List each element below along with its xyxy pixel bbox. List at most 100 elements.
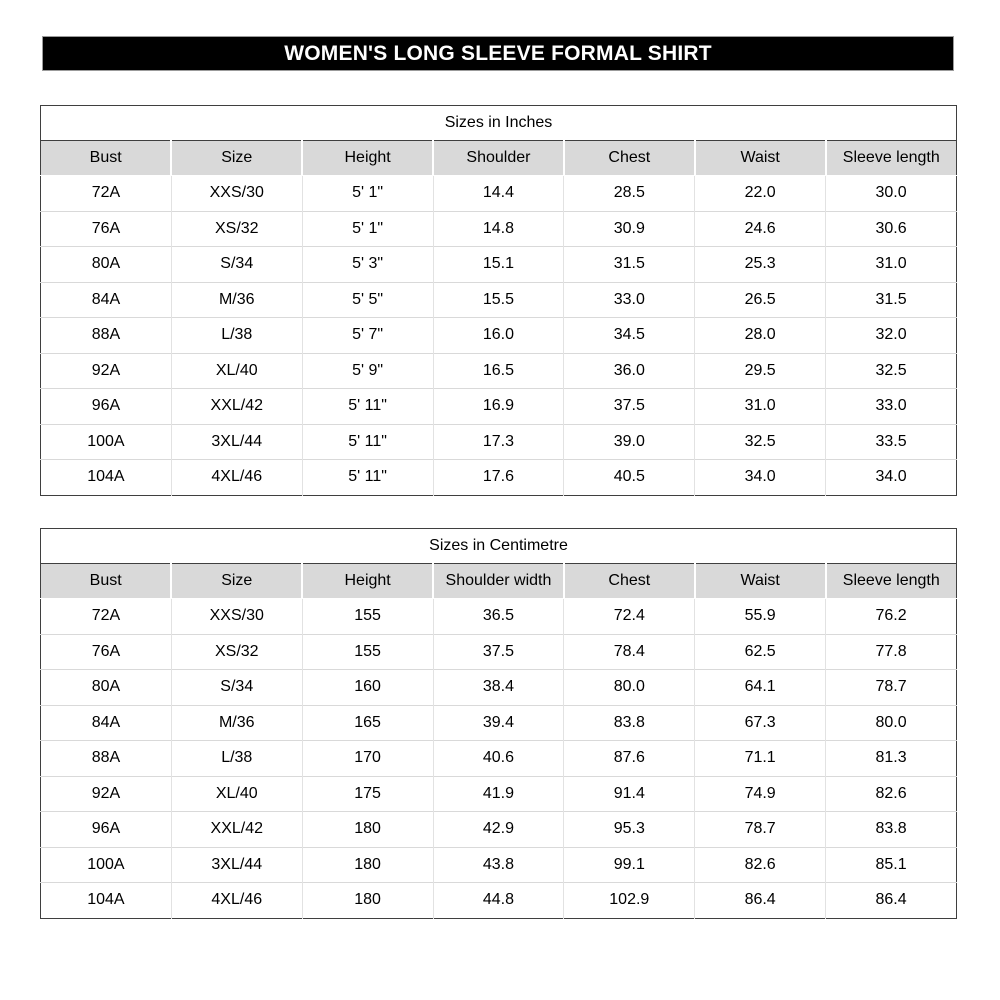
table-cell: 83.8 xyxy=(563,704,695,741)
table-cell: 62.5 xyxy=(694,633,826,670)
table-cell: 34.5 xyxy=(563,317,695,353)
table-cell: 88A xyxy=(40,740,172,776)
table-cell: 31.5 xyxy=(825,281,957,318)
table-cell: 72A xyxy=(40,175,172,211)
table-cell: XS/32 xyxy=(170,210,303,247)
column-header: Waist xyxy=(693,140,826,176)
table-cell: M/36 xyxy=(170,704,303,741)
table-row: 104A 4XL/46 180 44.8 102.9 86.4 86.4 xyxy=(40,882,957,918)
table-cell: 74.9 xyxy=(694,775,826,812)
table-cell: 34.0 xyxy=(694,459,826,495)
table-cell: 72.4 xyxy=(563,598,695,634)
table-cell: 86.4 xyxy=(694,882,826,918)
table-cell: 100A xyxy=(40,423,172,460)
table-cell: 88A xyxy=(40,317,172,353)
table-cell: XXL/42 xyxy=(170,811,303,847)
table-cell: 30.9 xyxy=(563,210,695,247)
column-header: Size xyxy=(170,140,303,176)
table-cell: 5' 7" xyxy=(301,317,434,353)
table-cell: 26.5 xyxy=(694,281,826,318)
table-cell: 96A xyxy=(40,388,172,424)
table-cell: 5' 9" xyxy=(301,352,434,389)
table-cell: 29.5 xyxy=(694,352,826,389)
table-cell: 77.8 xyxy=(825,633,957,670)
column-header: Sleeve length xyxy=(824,563,957,599)
table-cell: 84A xyxy=(40,704,172,741)
table-title: Sizes in Centimetre xyxy=(40,528,957,564)
table-cell: 92A xyxy=(40,352,172,389)
table-cell: 28.0 xyxy=(694,317,826,353)
table-cell: 72A xyxy=(40,598,172,634)
column-header: Chest xyxy=(562,140,695,176)
table-cell: XS/32 xyxy=(170,633,303,670)
table-row: 72A XXS/30 155 36.5 72.4 55.9 76.2 xyxy=(40,598,957,634)
table-cell: 80A xyxy=(40,669,172,705)
table-cell: 5' 5" xyxy=(301,281,434,318)
table-cell: 36.0 xyxy=(563,352,695,389)
table-cell: 39.4 xyxy=(432,704,564,741)
column-header: Sleeve length xyxy=(824,140,957,176)
table-cell: 30.6 xyxy=(825,210,957,247)
table-cell: 41.9 xyxy=(432,775,564,812)
table-cell: 76A xyxy=(40,633,172,670)
table-cell: 4XL/46 xyxy=(170,459,303,495)
table-cell: 40.6 xyxy=(432,740,564,776)
column-header: Bust xyxy=(40,140,172,176)
table-cell: 170 xyxy=(301,740,434,776)
table-cell: 32.5 xyxy=(825,352,957,389)
table-cell: 14.4 xyxy=(432,175,564,211)
table-row: 88A L/38 170 40.6 87.6 71.1 81.3 xyxy=(40,740,957,776)
table-cell: 31.0 xyxy=(694,388,826,424)
table-cell: 42.9 xyxy=(432,811,564,847)
table-row: 72A XXS/30 5' 1" 14.4 28.5 22.0 30.0 xyxy=(40,175,957,211)
table-cell: 16.5 xyxy=(432,352,564,389)
table-cell: 155 xyxy=(301,633,434,670)
table-cell: 25.3 xyxy=(694,246,826,282)
table-cell: 80.0 xyxy=(825,704,957,741)
table-cell: 43.8 xyxy=(432,846,564,883)
table-cell: 160 xyxy=(301,669,434,705)
table-cell: 81.3 xyxy=(825,740,957,776)
table-cell: 5' 11" xyxy=(301,423,434,460)
table-cell: 99.1 xyxy=(563,846,695,883)
table-cell: 82.6 xyxy=(825,775,957,812)
table-cell: 78.7 xyxy=(694,811,826,847)
table-cell: 34.0 xyxy=(825,459,957,495)
table-cell: 17.6 xyxy=(432,459,564,495)
table-cell: 83.8 xyxy=(825,811,957,847)
table-cell: 102.9 xyxy=(563,882,695,918)
table-cell: 180 xyxy=(301,846,434,883)
table-cell: 100A xyxy=(40,846,172,883)
table-cell: 31.5 xyxy=(563,246,695,282)
table-cell: 22.0 xyxy=(694,175,826,211)
table-cell: 86.4 xyxy=(825,882,957,918)
table-cell: 91.4 xyxy=(563,775,695,812)
table-cell: XL/40 xyxy=(170,775,303,812)
table-cell: 155 xyxy=(301,598,434,634)
table-row: 76A XS/32 5' 1" 14.8 30.9 24.6 30.6 xyxy=(40,210,957,247)
table-cell: 96A xyxy=(40,811,172,847)
column-header: Chest xyxy=(562,563,695,599)
table-cell: L/38 xyxy=(170,317,303,353)
table-cell: XXS/30 xyxy=(170,175,303,211)
table-cell: 32.0 xyxy=(825,317,957,353)
table-row: 92A XL/40 5' 9" 16.5 36.0 29.5 32.5 xyxy=(40,352,957,389)
table-cell: 5' 11" xyxy=(301,459,434,495)
table-cell: 85.1 xyxy=(825,846,957,883)
table-cell: 180 xyxy=(301,882,434,918)
table-cell: 76.2 xyxy=(825,598,957,634)
table-cell: 3XL/44 xyxy=(170,846,303,883)
table-row: 92A XL/40 175 41.9 91.4 74.9 82.6 xyxy=(40,775,957,812)
table-cell: 180 xyxy=(301,811,434,847)
table-cell: 5' 1" xyxy=(301,175,434,211)
table-row: 100A 3XL/44 180 43.8 99.1 82.6 85.1 xyxy=(40,846,957,883)
table-cell: 31.0 xyxy=(825,246,957,282)
table-cell: 15.1 xyxy=(432,246,564,282)
table-cell: 32.5 xyxy=(694,423,826,460)
table-cell: XL/40 xyxy=(170,352,303,389)
table-cell: 28.5 xyxy=(563,175,695,211)
table-cell: 80.0 xyxy=(563,669,695,705)
table-row: 84A M/36 165 39.4 83.8 67.3 80.0 xyxy=(40,704,957,741)
table-row: 84A M/36 5' 5" 15.5 33.0 26.5 31.5 xyxy=(40,281,957,318)
